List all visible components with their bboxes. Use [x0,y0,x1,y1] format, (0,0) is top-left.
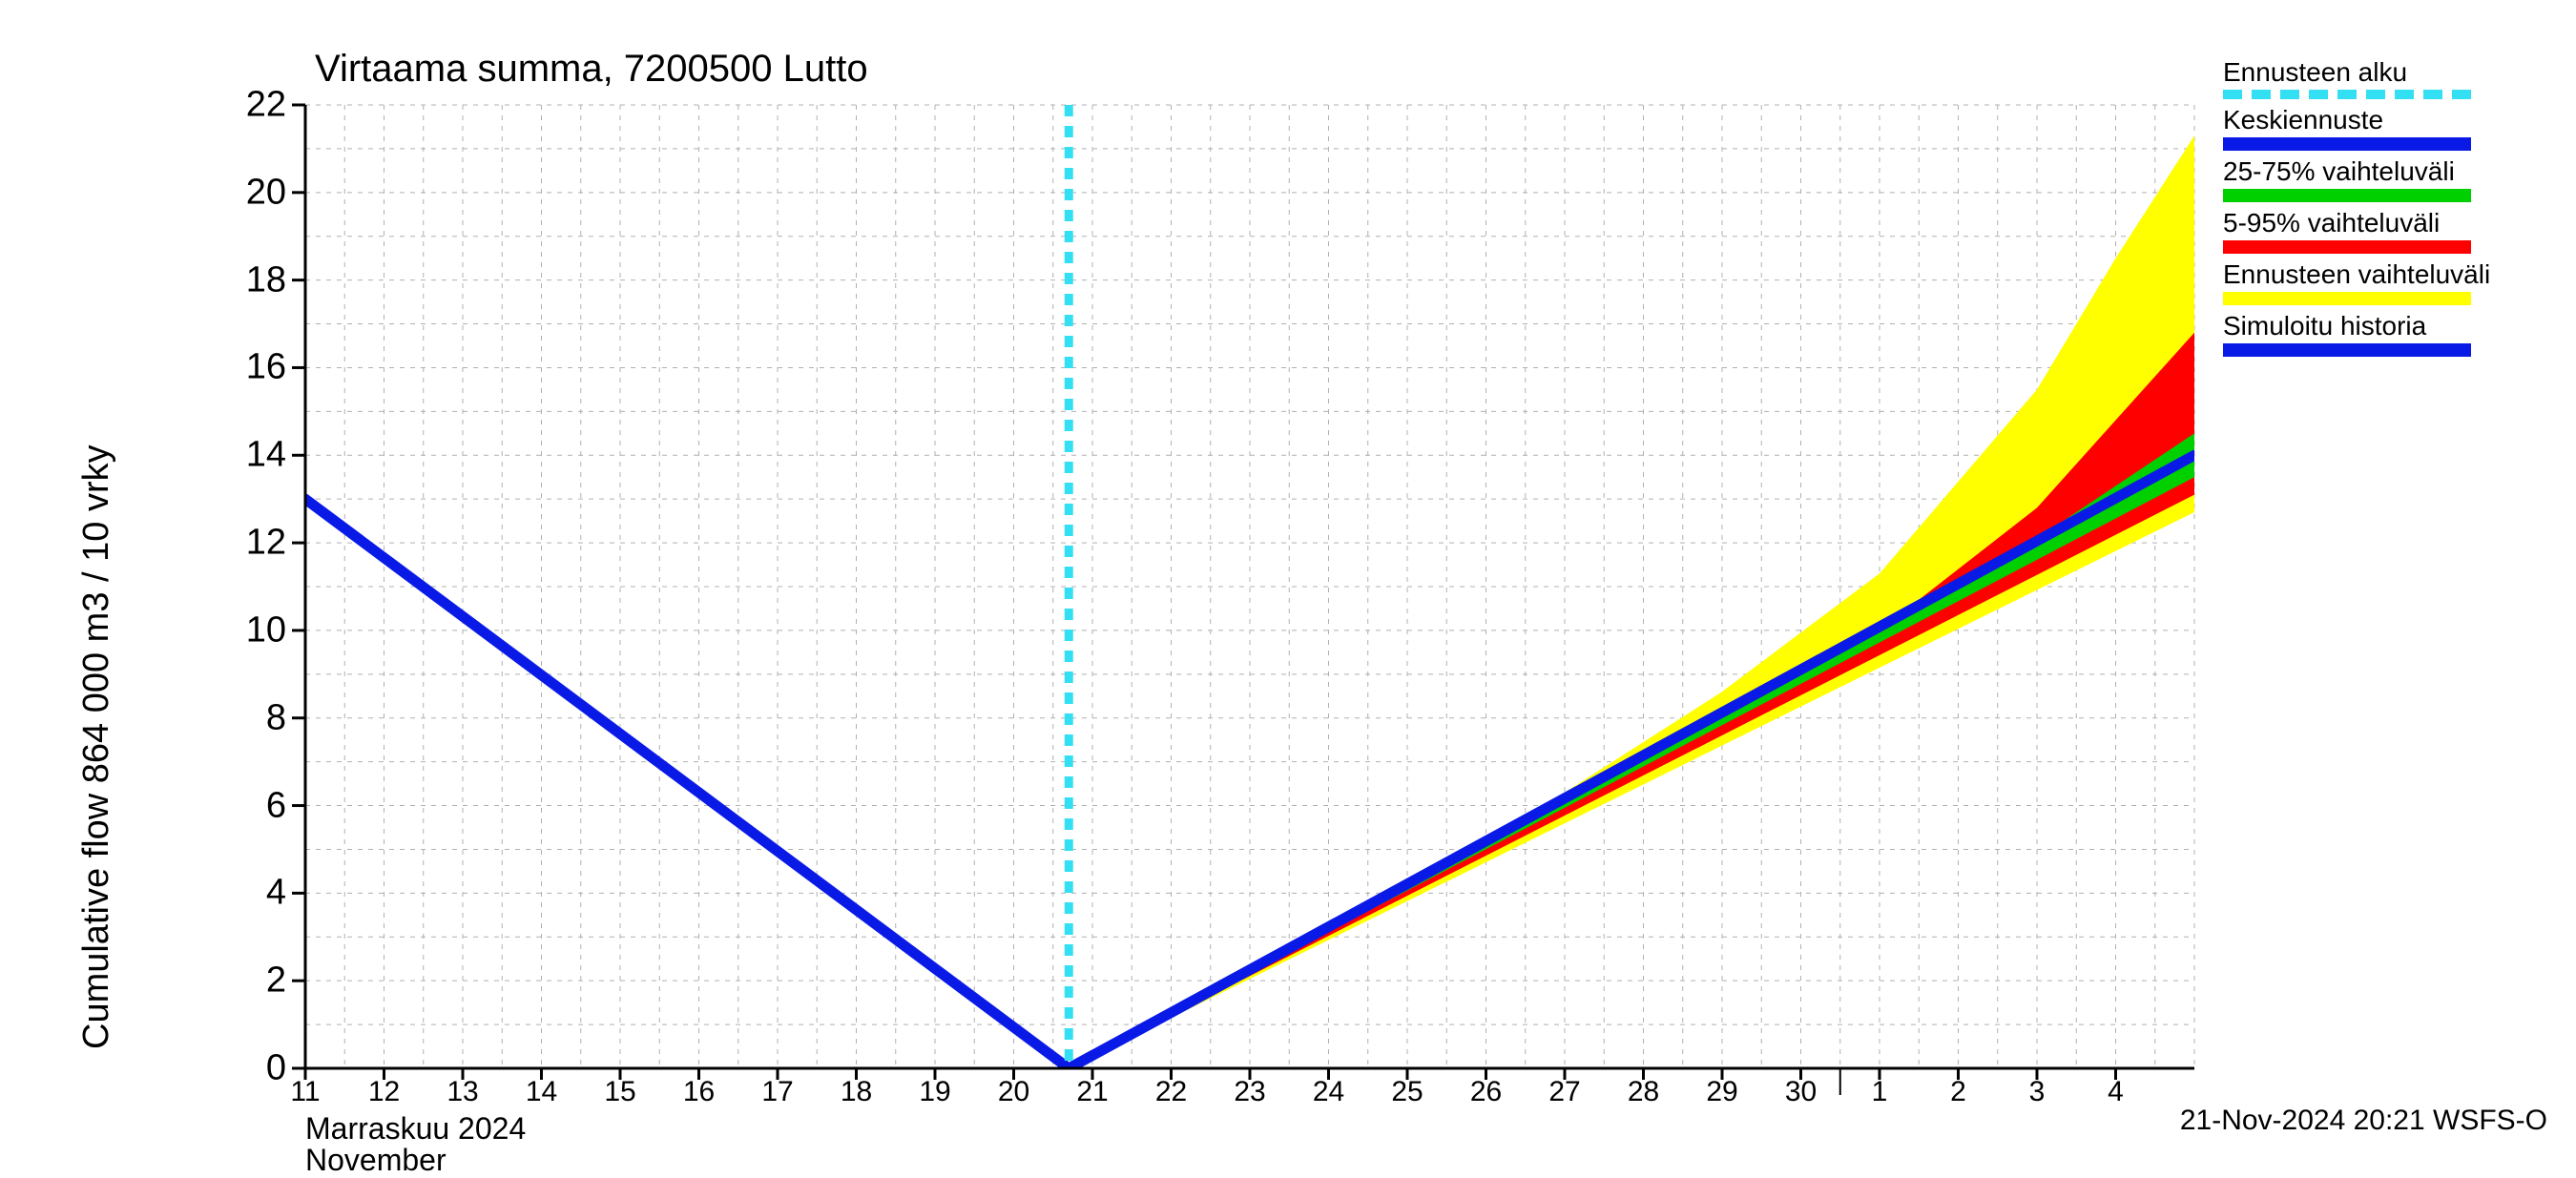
legend-label: 25-75% vaihteluväli [2223,156,2490,187]
x-tick-label: 23 [1234,1076,1265,1108]
legend-swatch [2223,90,2471,99]
x-tick-label: 12 [368,1076,400,1108]
x-tick-label: 17 [761,1076,793,1108]
x-tick-label: 1 [1872,1076,1888,1108]
x-tick-label: 11 [290,1076,320,1108]
x-tick-label: 28 [1628,1076,1659,1108]
x-tick-label: 19 [919,1076,950,1108]
x-tick-label: 14 [526,1076,557,1108]
x-tick-label: 25 [1391,1076,1423,1108]
legend-label: Simuloitu historia [2223,311,2490,341]
x-tick-label: 18 [841,1076,872,1108]
legend-item: Keskiennuste [2223,105,2490,151]
x-tick-label: 20 [998,1076,1029,1108]
legend-swatch [2223,240,2471,254]
footer-timestamp: 21-Nov-2024 20:21 WSFS-O [2180,1105,2547,1137]
legend-item: 5-95% vaihteluväli [2223,208,2490,254]
x-tick-label: 27 [1548,1076,1580,1108]
legend-item: Ennusteen vaihteluväli [2223,259,2490,305]
x-tick-label: 22 [1155,1076,1187,1108]
x-axis-month-fi: Marraskuu 2024 [305,1111,526,1147]
x-tick-label: 4 [2108,1076,2124,1108]
legend-label: 5-95% vaihteluväli [2223,208,2490,238]
x-tick-label: 2 [1950,1076,1966,1108]
legend-item: 25-75% vaihteluväli [2223,156,2490,202]
x-tick-label: 30 [1785,1076,1817,1108]
x-tick-label: 13 [447,1076,478,1108]
legend-label: Keskiennuste [2223,105,2490,135]
legend-swatch [2223,343,2471,357]
x-axis-month-en: November [305,1143,447,1178]
x-tick-label: 16 [683,1076,715,1108]
x-tick-label: 21 [1076,1076,1108,1108]
legend-label: Ennusteen alku [2223,57,2490,88]
legend-swatch [2223,137,2471,151]
x-tick-label: 29 [1706,1076,1737,1108]
legend-swatch [2223,189,2471,202]
chart-container: Virtaama summa, 7200500 Lutto Cumulative… [0,0,2576,1145]
legend-label: Ennusteen vaihteluväli [2223,259,2490,290]
legend-item: Ennusteen alku [2223,57,2490,99]
x-tick-label: 24 [1313,1076,1344,1108]
legend-swatch [2223,292,2471,305]
legend: Ennusteen alku Keskiennuste 25-75% vaihtel… [2223,57,2490,362]
x-tick-label: 3 [2029,1076,2046,1108]
x-tick-label: 15 [604,1076,635,1108]
x-tick-label: 26 [1470,1076,1502,1108]
legend-item: Simuloitu historia [2223,311,2490,357]
plot-area [0,0,2576,1145]
